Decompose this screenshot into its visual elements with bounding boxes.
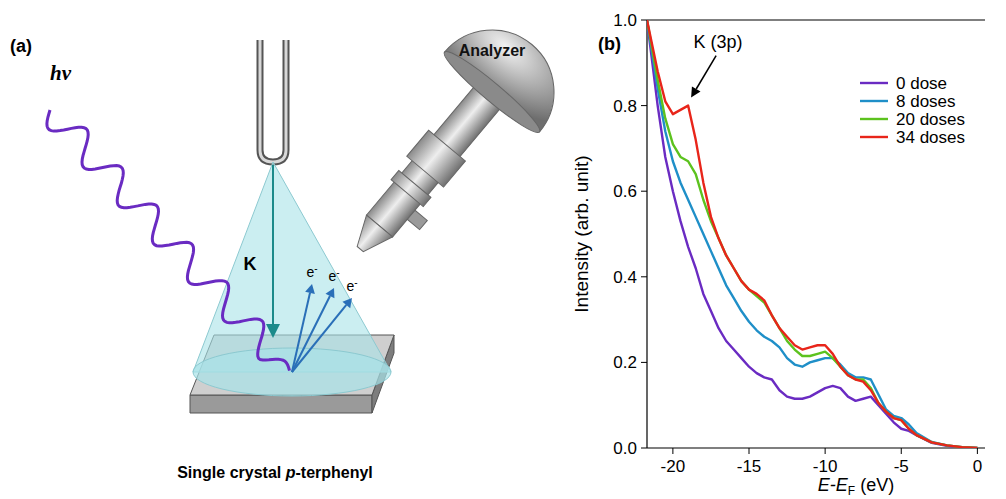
electron-base: e	[306, 264, 314, 280]
diagram: (a)Khνe-e-e-AnalyzerSingle crystal p-ter…	[10, 5, 579, 481]
x-tick-label: 0	[973, 457, 982, 476]
legend-swatch	[860, 82, 888, 84]
panel-label: (b)	[598, 34, 621, 54]
series-line	[647, 20, 977, 448]
electron-label: e-	[346, 277, 357, 294]
electron-arrow	[292, 296, 330, 372]
annotation-arrowhead	[691, 86, 700, 97]
analyzer-base	[439, 45, 546, 138]
analyzer	[313, 5, 580, 289]
legend-label: 20 doses	[896, 110, 965, 129]
analyzer-collar	[407, 130, 466, 187]
legend-label: 8 doses	[896, 92, 956, 111]
x-axis-label: E-EF (eV)	[818, 475, 894, 498]
annotation: K (3p)	[694, 32, 743, 52]
electron-base: e	[346, 278, 354, 294]
x-label-sub: F	[848, 484, 855, 498]
electron-label: e-	[328, 267, 339, 284]
electron-charge: -	[314, 263, 317, 274]
y-tick-label: 0.2	[613, 353, 637, 372]
x-tick-label: -10	[813, 457, 838, 476]
photon-wave	[47, 110, 290, 371]
photon-label: hν	[50, 61, 72, 85]
y-tick	[641, 448, 647, 449]
figure: (a)Khνe-e-e-AnalyzerSingle crystal p-ter…	[0, 0, 1006, 499]
electron-base: e	[328, 268, 336, 284]
legend-label: 0 dose	[896, 74, 947, 93]
x-tick	[672, 448, 673, 454]
sample-label: Single crystal p-terphenyl	[177, 464, 373, 481]
y-tick	[641, 20, 647, 21]
y-tick-label: 1.0	[613, 11, 637, 30]
y-axis	[646, 20, 647, 448]
beam-cone	[193, 162, 391, 372]
y-tick	[641, 191, 647, 192]
electron-arrowhead	[305, 284, 315, 294]
x-tick	[825, 448, 826, 454]
legend-swatch	[860, 136, 888, 138]
y-tick-label: 0.0	[613, 439, 637, 458]
x-tick	[977, 448, 978, 454]
series-line	[647, 20, 977, 448]
sample-label-part: -terphenyl	[295, 464, 372, 481]
analyzer-label: Analyzer	[459, 42, 526, 59]
sample-front	[190, 395, 372, 413]
x-axis	[647, 447, 985, 448]
electron-arrowhead	[342, 298, 352, 308]
x-tick	[901, 448, 902, 454]
x-label-main: E-E	[818, 475, 849, 495]
analyzer-knob	[407, 210, 427, 229]
sample-label-part: p	[285, 464, 296, 481]
legend: 0 dose8 doses20 doses34 doses	[860, 74, 965, 147]
legend-label: 34 doses	[896, 128, 965, 147]
x-tick-label: -20	[661, 457, 686, 476]
x-tick-label: -15	[737, 457, 762, 476]
y-tick-label: 0.8	[613, 97, 637, 116]
series-line	[647, 20, 977, 448]
x-label-tail: (eV)	[855, 475, 894, 495]
beam-label: K	[244, 254, 257, 274]
y-tick	[641, 362, 647, 363]
sample-label-part: Single crystal	[177, 464, 286, 481]
top-frame	[647, 19, 985, 20]
beam-arrow	[272, 165, 274, 326]
electron-arrowhead	[326, 288, 335, 298]
series-line	[647, 20, 977, 448]
annotation-arrow	[696, 56, 716, 89]
electron-arrow	[292, 305, 346, 372]
electron-charge: -	[336, 267, 339, 278]
evaporator	[260, 40, 286, 162]
beam-arrowhead	[266, 324, 280, 338]
analyzer-ring	[391, 170, 431, 206]
legend-swatch	[860, 118, 888, 120]
y-tick	[641, 276, 647, 277]
y-tick-label: 0.4	[613, 268, 637, 287]
analyzer-tube	[366, 81, 505, 237]
y-tick	[641, 105, 647, 106]
x-tick-label: -5	[894, 457, 909, 476]
plot-area	[647, 20, 977, 448]
evaporator	[260, 40, 286, 162]
y-axis-label: Intensity (arb. unit)	[571, 155, 592, 312]
chart: (b) 0.0 0.2 0.4 0.6 0.8 1.0 -20 -15 -10 -5 0 E-EF (e…	[571, 11, 985, 498]
analyzer-nozzle	[347, 215, 392, 260]
electron-charge: -	[354, 277, 357, 288]
legend-swatch	[860, 100, 888, 102]
x-tick	[749, 448, 750, 454]
y-tick-label: 0.6	[613, 182, 637, 201]
electron-label: e-	[306, 263, 317, 280]
panel-label: (a)	[10, 36, 32, 56]
